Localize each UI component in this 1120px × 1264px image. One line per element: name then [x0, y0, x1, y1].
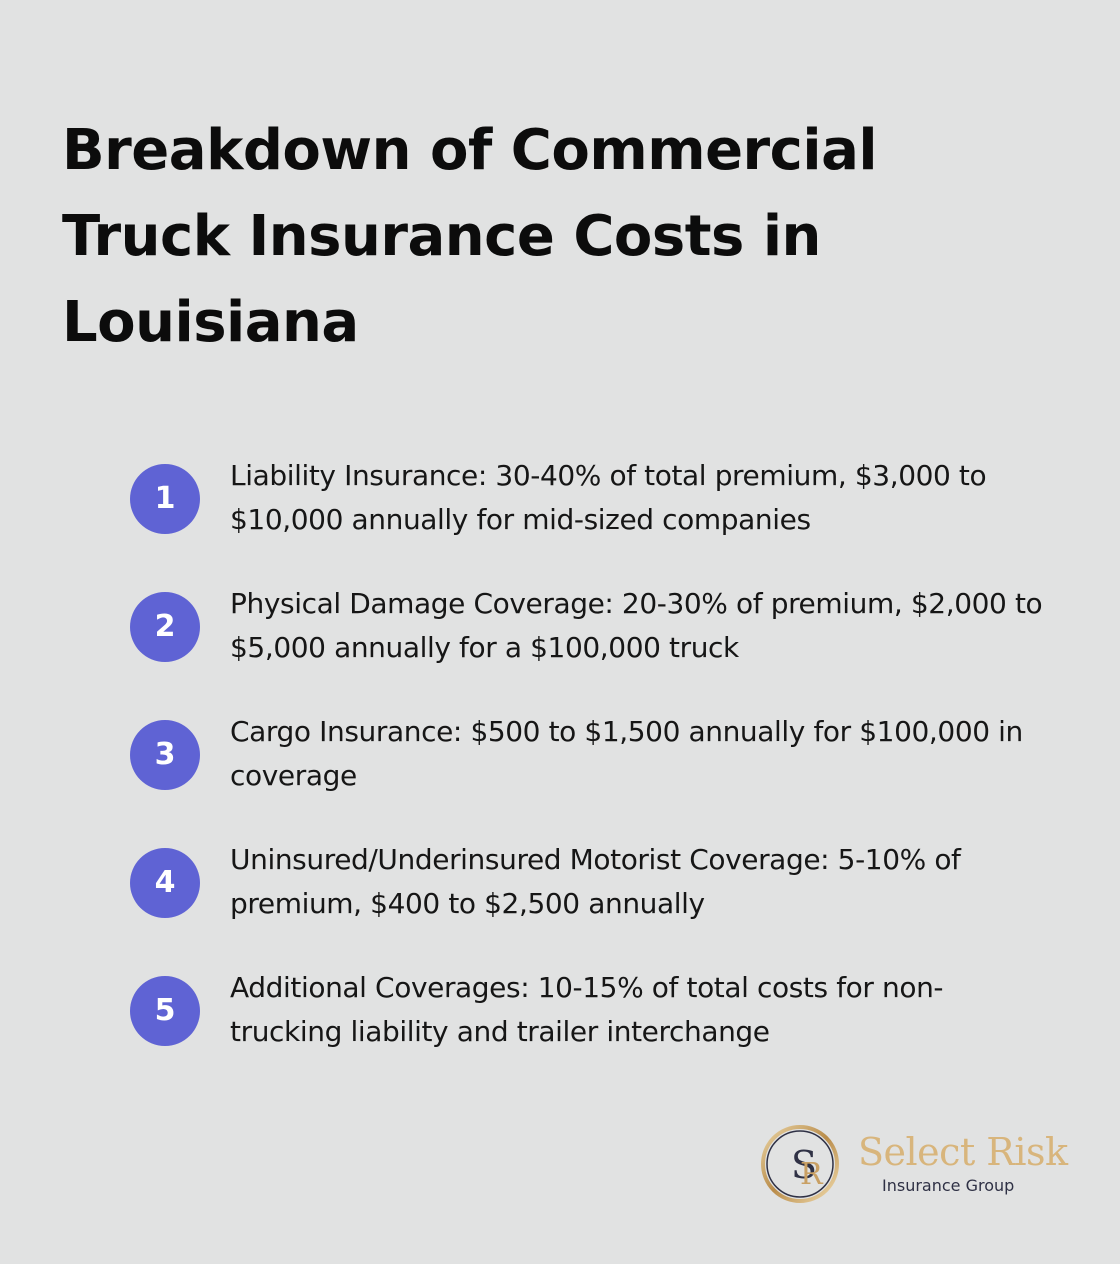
list-item: 1 Liability Insurance: 30-40% of total p… — [130, 454, 1060, 582]
step-number-badge: 1 — [130, 464, 200, 534]
logo-tagline: Insurance Group — [882, 1176, 1015, 1195]
list-item-text: Additional Coverages: 10-15% of total co… — [230, 971, 944, 1048]
list-item: 4 Uninsured/Underinsured Motorist Covera… — [130, 838, 1060, 966]
step-number-badge: 4 — [130, 848, 200, 918]
company-logo: S R Select Risk Insurance Group — [760, 1124, 1080, 1204]
page-title: Breakdown of Commercial Truck Insurance … — [62, 118, 878, 355]
step-number-badge: 3 — [130, 720, 200, 790]
logo-company-name: Select Risk — [858, 1130, 1068, 1174]
cost-breakdown-list: 1 Liability Insurance: 30-40% of total p… — [130, 454, 1060, 1094]
step-number-badge: 2 — [130, 592, 200, 662]
svg-text:R: R — [800, 1157, 824, 1192]
list-item-text: Uninsured/Underinsured Motorist Coverage… — [230, 843, 961, 920]
list-item: 3 Cargo Insurance: $500 to $1,500 annual… — [130, 710, 1060, 838]
sr-monogram-logo-icon: S R — [761, 1125, 839, 1203]
list-item: 2 Physical Damage Coverage: 20-30% of pr… — [130, 582, 1060, 710]
list-item-text: Liability Insurance: 30-40% of total pre… — [230, 459, 987, 536]
list-item-text: Cargo Insurance: $500 to $1,500 annually… — [230, 715, 1023, 792]
step-number-badge: 5 — [130, 976, 200, 1046]
list-item: 5 Additional Coverages: 10-15% of total … — [130, 966, 1060, 1094]
list-item-text: Physical Damage Coverage: 20-30% of prem… — [230, 587, 1043, 664]
svg-text:S: S — [791, 1143, 817, 1187]
